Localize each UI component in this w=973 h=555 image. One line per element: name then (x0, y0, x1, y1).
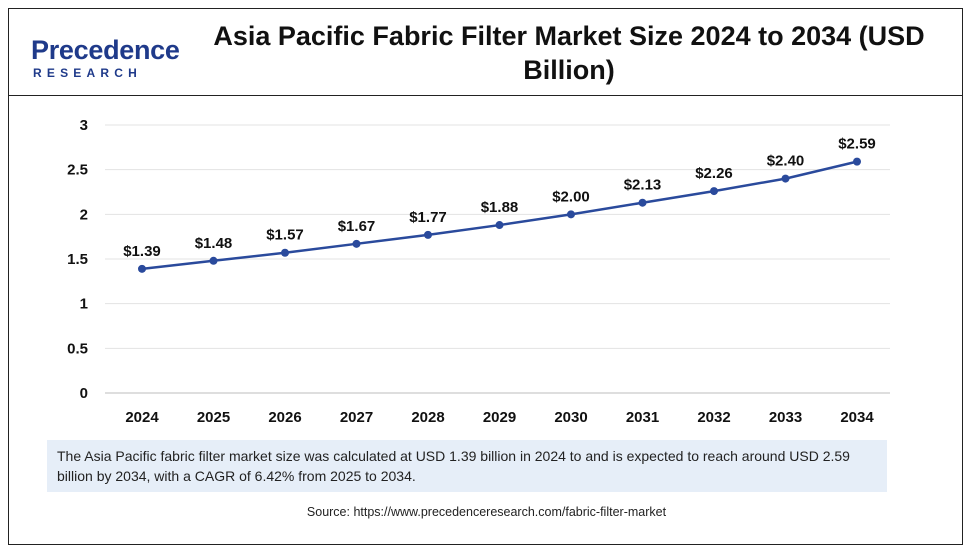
data-point (209, 256, 218, 265)
data-point (853, 157, 861, 166)
data-label: $2.26 (695, 165, 733, 182)
logo-wordmark: Precedence (31, 35, 180, 65)
source-text: Source: https://www.precedenceresearch.c… (306, 505, 667, 519)
x-tick-label: 2028 (411, 409, 444, 426)
data-point (495, 221, 504, 230)
y-tick-label: 0.5 (67, 340, 88, 357)
data-label: $2.59 (838, 136, 876, 153)
y-tick-label: 2.5 (67, 162, 88, 179)
data-point (138, 264, 146, 273)
y-tick-label: 0 (80, 385, 88, 402)
data-label: $2.00 (552, 188, 590, 205)
data-label: $1.39 (123, 243, 161, 260)
x-tick-label: 2025 (197, 409, 230, 426)
data-point (638, 198, 647, 207)
x-tick-label: 2026 (268, 409, 301, 426)
data-label: $2.40 (767, 153, 805, 170)
data-point (781, 174, 790, 183)
data-label: $1.57 (266, 227, 304, 244)
data-label: $2.13 (624, 177, 662, 194)
logo-subtitle: RESEARCH (33, 66, 142, 80)
x-tick-label: 2032 (697, 409, 730, 426)
x-tick-label: 2034 (840, 409, 874, 426)
chart-frame: Precedence RESEARCH Asia Pacific Fabric … (8, 8, 963, 545)
data-point (424, 230, 432, 239)
x-tick-label: 2031 (626, 409, 659, 426)
header: Precedence RESEARCH Asia Pacific Fabric … (9, 9, 962, 96)
x-tick-label: 2024 (125, 409, 159, 426)
x-tick-label: 2029 (483, 409, 516, 426)
data-label: $1.88 (481, 199, 519, 216)
data-label: $1.48 (195, 235, 233, 252)
data-point (352, 239, 361, 248)
data-point (281, 248, 289, 257)
data-point (567, 210, 575, 219)
y-tick-label: 2 (80, 206, 88, 223)
x-tick-label: 2030 (554, 409, 587, 426)
chart-title: Asia Pacific Fabric Filter Market Size 2… (213, 21, 925, 85)
summary-note: The Asia Pacific fabric filter market si… (47, 440, 887, 492)
y-tick-label: 3 (80, 117, 88, 134)
x-tick-label: 2033 (769, 409, 802, 426)
logo: Precedence RESEARCH (31, 35, 181, 81)
y-tick-label: 1 (80, 296, 88, 313)
data-label: $1.77 (409, 209, 447, 226)
x-tick-label: 2027 (340, 409, 373, 426)
data-label: $1.67 (338, 218, 376, 235)
data-point (710, 187, 718, 196)
y-tick-label: 1.5 (67, 251, 88, 268)
